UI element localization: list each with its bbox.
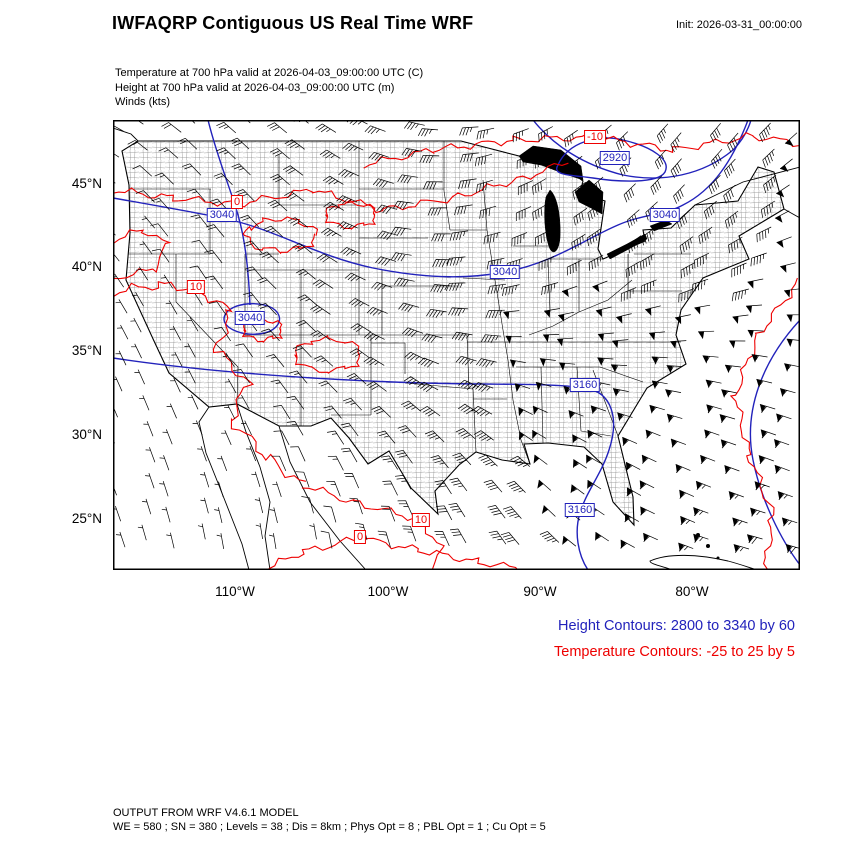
lake-michigan (544, 189, 561, 253)
wind-barbs (113, 120, 800, 554)
legend: Height Contours: 2800 to 3340 by 60 Temp… (554, 613, 795, 665)
lon-tick-label: 80°W (675, 584, 709, 599)
model-info: OUTPUT FROM WRF V4.6.1 MODEL WE = 580 ; … (113, 806, 546, 834)
lon-tick-label: 110°W (215, 584, 255, 599)
great-lakes (518, 145, 673, 260)
lat-tick-label: 25°N (71, 511, 102, 526)
lon-tick-label: 90°W (523, 584, 557, 599)
neighbor-coastlines (113, 127, 800, 570)
subtitle-temperature-line: Temperature at 700 hPa valid at 2026-04-… (115, 67, 424, 79)
lake-erie (606, 233, 648, 260)
map-canvas (113, 120, 800, 570)
map-panel: 2920 3040 3040 3040 3040 3160 3160 -10 0 10 10 0 (113, 120, 800, 570)
us-landmass (121, 140, 785, 527)
subtitle-height-line: Height at 700 hPa valid at 2026-04-03_09… (115, 81, 395, 94)
map-frame (113, 120, 800, 570)
figure-title: IWFAQRP Contiguous US Real Time WRF (112, 13, 474, 33)
lat-tick-label: 45°N (71, 176, 102, 191)
model-info-line1: OUTPUT FROM WRF V4.6.1 MODEL (113, 807, 299, 819)
legend-height-contours: Height Contours: 2800 to 3340 by 60 (558, 618, 795, 634)
lake-superior (518, 145, 584, 181)
lon-tick-label: 100°W (367, 584, 409, 599)
field-header: Temperature at 700 hPa valid at 2026-04-… (115, 66, 423, 110)
lat-tick-label: 40°N (71, 259, 102, 274)
init-time-label: Init: 2026-03-31_00:00:00 (676, 19, 802, 31)
lake-huron (574, 179, 604, 215)
lat-tick-label: 30°N (71, 427, 102, 442)
subtitle-winds-line: Winds (kts) (115, 96, 170, 108)
model-info-line2: WE = 580 ; SN = 380 ; Levels = 38 ; Dis … (113, 821, 546, 833)
lat-tick-label: 35°N (71, 343, 102, 358)
legend-temperature-contours: Temperature Contours: -25 to 25 by 5 (554, 644, 795, 660)
